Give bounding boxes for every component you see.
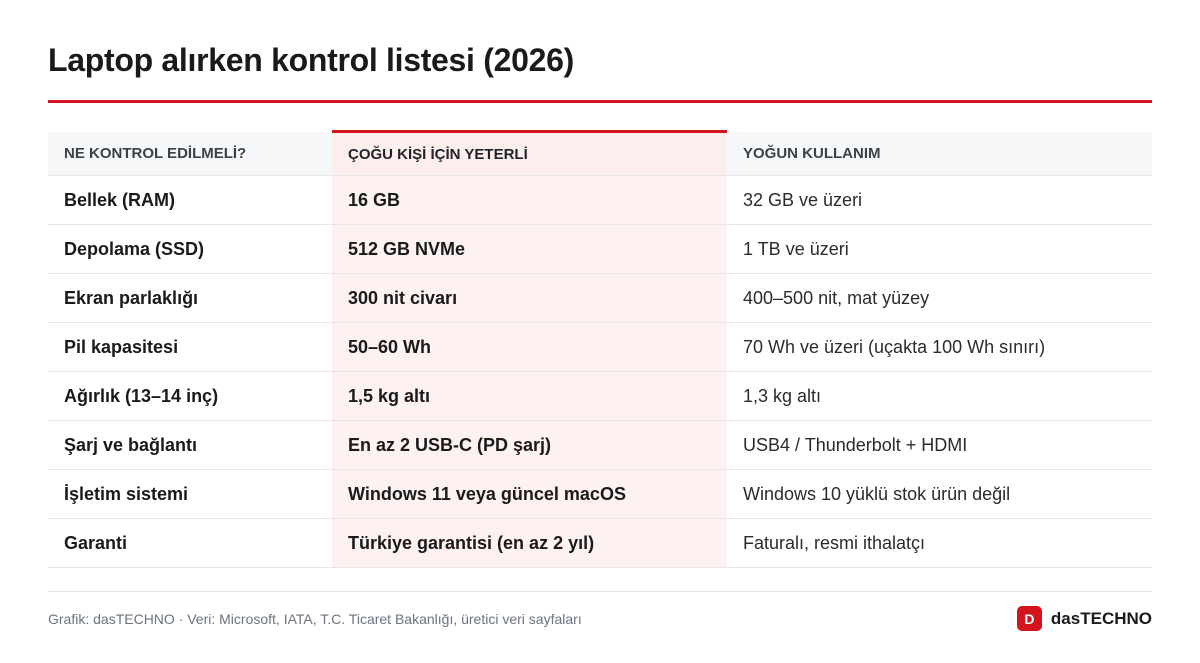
brand-name: dasTECHNO — [1050, 608, 1152, 628]
criterion-cell: Şarj ve bağlantı — [48, 420, 332, 470]
criterion-cell: Ekran parlaklığı — [48, 273, 332, 323]
criterion-cell: Garanti — [48, 518, 332, 568]
heavy-use-cell: 70 Wh ve üzeri (uçakta 100 Wh sınırı) — [727, 322, 1152, 372]
footer-divider — [48, 591, 1152, 592]
title-divider — [48, 100, 1152, 103]
heavy-use-cell: 400–500 nit, mat yüzey — [727, 273, 1152, 323]
sufficient-cell: 50–60 Wh — [332, 322, 727, 372]
criterion-cell: Depolama (SSD) — [48, 224, 332, 274]
heavy-use-cell: 1 TB ve üzeri — [727, 224, 1152, 274]
source-credit: Grafik: dasTECHNO · Veri: Microsoft, IAT… — [48, 611, 582, 627]
sufficient-cell: 300 nit civarı — [332, 273, 727, 323]
heavy-use-cell: 32 GB ve üzeri — [727, 175, 1152, 225]
column-header-sufficient: ÇOĞU KİŞİ İÇİN YETERLİ — [332, 130, 727, 176]
checklist-table: NE KONTROL EDİLMELİ? ÇOĞU KİŞİ İÇİN YETE… — [48, 130, 1152, 568]
brand-logo-icon: D — [1016, 606, 1042, 631]
heavy-use-cell: 1,3 kg altı — [727, 371, 1152, 421]
criterion-cell: İşletim sistemi — [48, 469, 332, 519]
table-row: Depolama (SSD) 512 GB NVMe 1 TB ve üzeri — [48, 224, 1152, 274]
column-header-criterion: NE KONTROL EDİLMELİ? — [48, 131, 332, 176]
table-row: Bellek (RAM) 16 GB 32 GB ve üzeri — [48, 175, 1152, 225]
sufficient-cell: Türkiye garantisi (en az 2 yıl) — [332, 518, 727, 568]
page-title: Laptop alırken kontrol listesi (2026) — [48, 42, 574, 78]
criterion-cell: Bellek (RAM) — [48, 175, 332, 225]
table-row: Garanti Türkiye garantisi (en az 2 yıl) … — [48, 518, 1152, 568]
heavy-use-cell: Windows 10 yüklü stok ürün değil — [727, 469, 1152, 519]
sufficient-cell: 512 GB NVMe — [332, 224, 727, 274]
header-row: NE KONTROL EDİLMELİ? ÇOĞU KİŞİ İÇİN YETE… — [48, 130, 1152, 176]
table-row: Pil kapasitesi 50–60 Wh 70 Wh ve üzeri (… — [48, 322, 1152, 372]
criterion-cell: Pil kapasitesi — [48, 322, 332, 372]
heavy-use-cell: Faturalı, resmi ithalatçı — [727, 518, 1152, 568]
table-row: İşletim sistemi Windows 11 veya güncel m… — [48, 469, 1152, 519]
sufficient-cell: Windows 11 veya güncel macOS — [332, 469, 727, 519]
table-row: Ağırlık (13–14 inç) 1,5 kg altı 1,3 kg a… — [48, 371, 1152, 421]
brand-logo: D dasTECHNO — [1016, 606, 1152, 631]
heavy-use-cell: USB4 / Thunderbolt + HDMI — [727, 420, 1152, 470]
sufficient-cell: En az 2 USB-C (PD şarj) — [332, 420, 727, 470]
criterion-cell: Ağırlık (13–14 inç) — [48, 371, 332, 421]
table-header: NE KONTROL EDİLMELİ? ÇOĞU KİŞİ İÇİN YETE… — [48, 130, 1152, 176]
table-row: Şarj ve bağlantı En az 2 USB-C (PD şarj)… — [48, 420, 1152, 470]
sufficient-cell: 16 GB — [332, 175, 727, 225]
sufficient-cell: 1,5 kg altı — [332, 371, 727, 421]
column-header-heavy-use: YOĞUN KULLANIM — [727, 131, 1152, 176]
table-row: Ekran parlaklığı 300 nit civarı 400–500 … — [48, 273, 1152, 323]
